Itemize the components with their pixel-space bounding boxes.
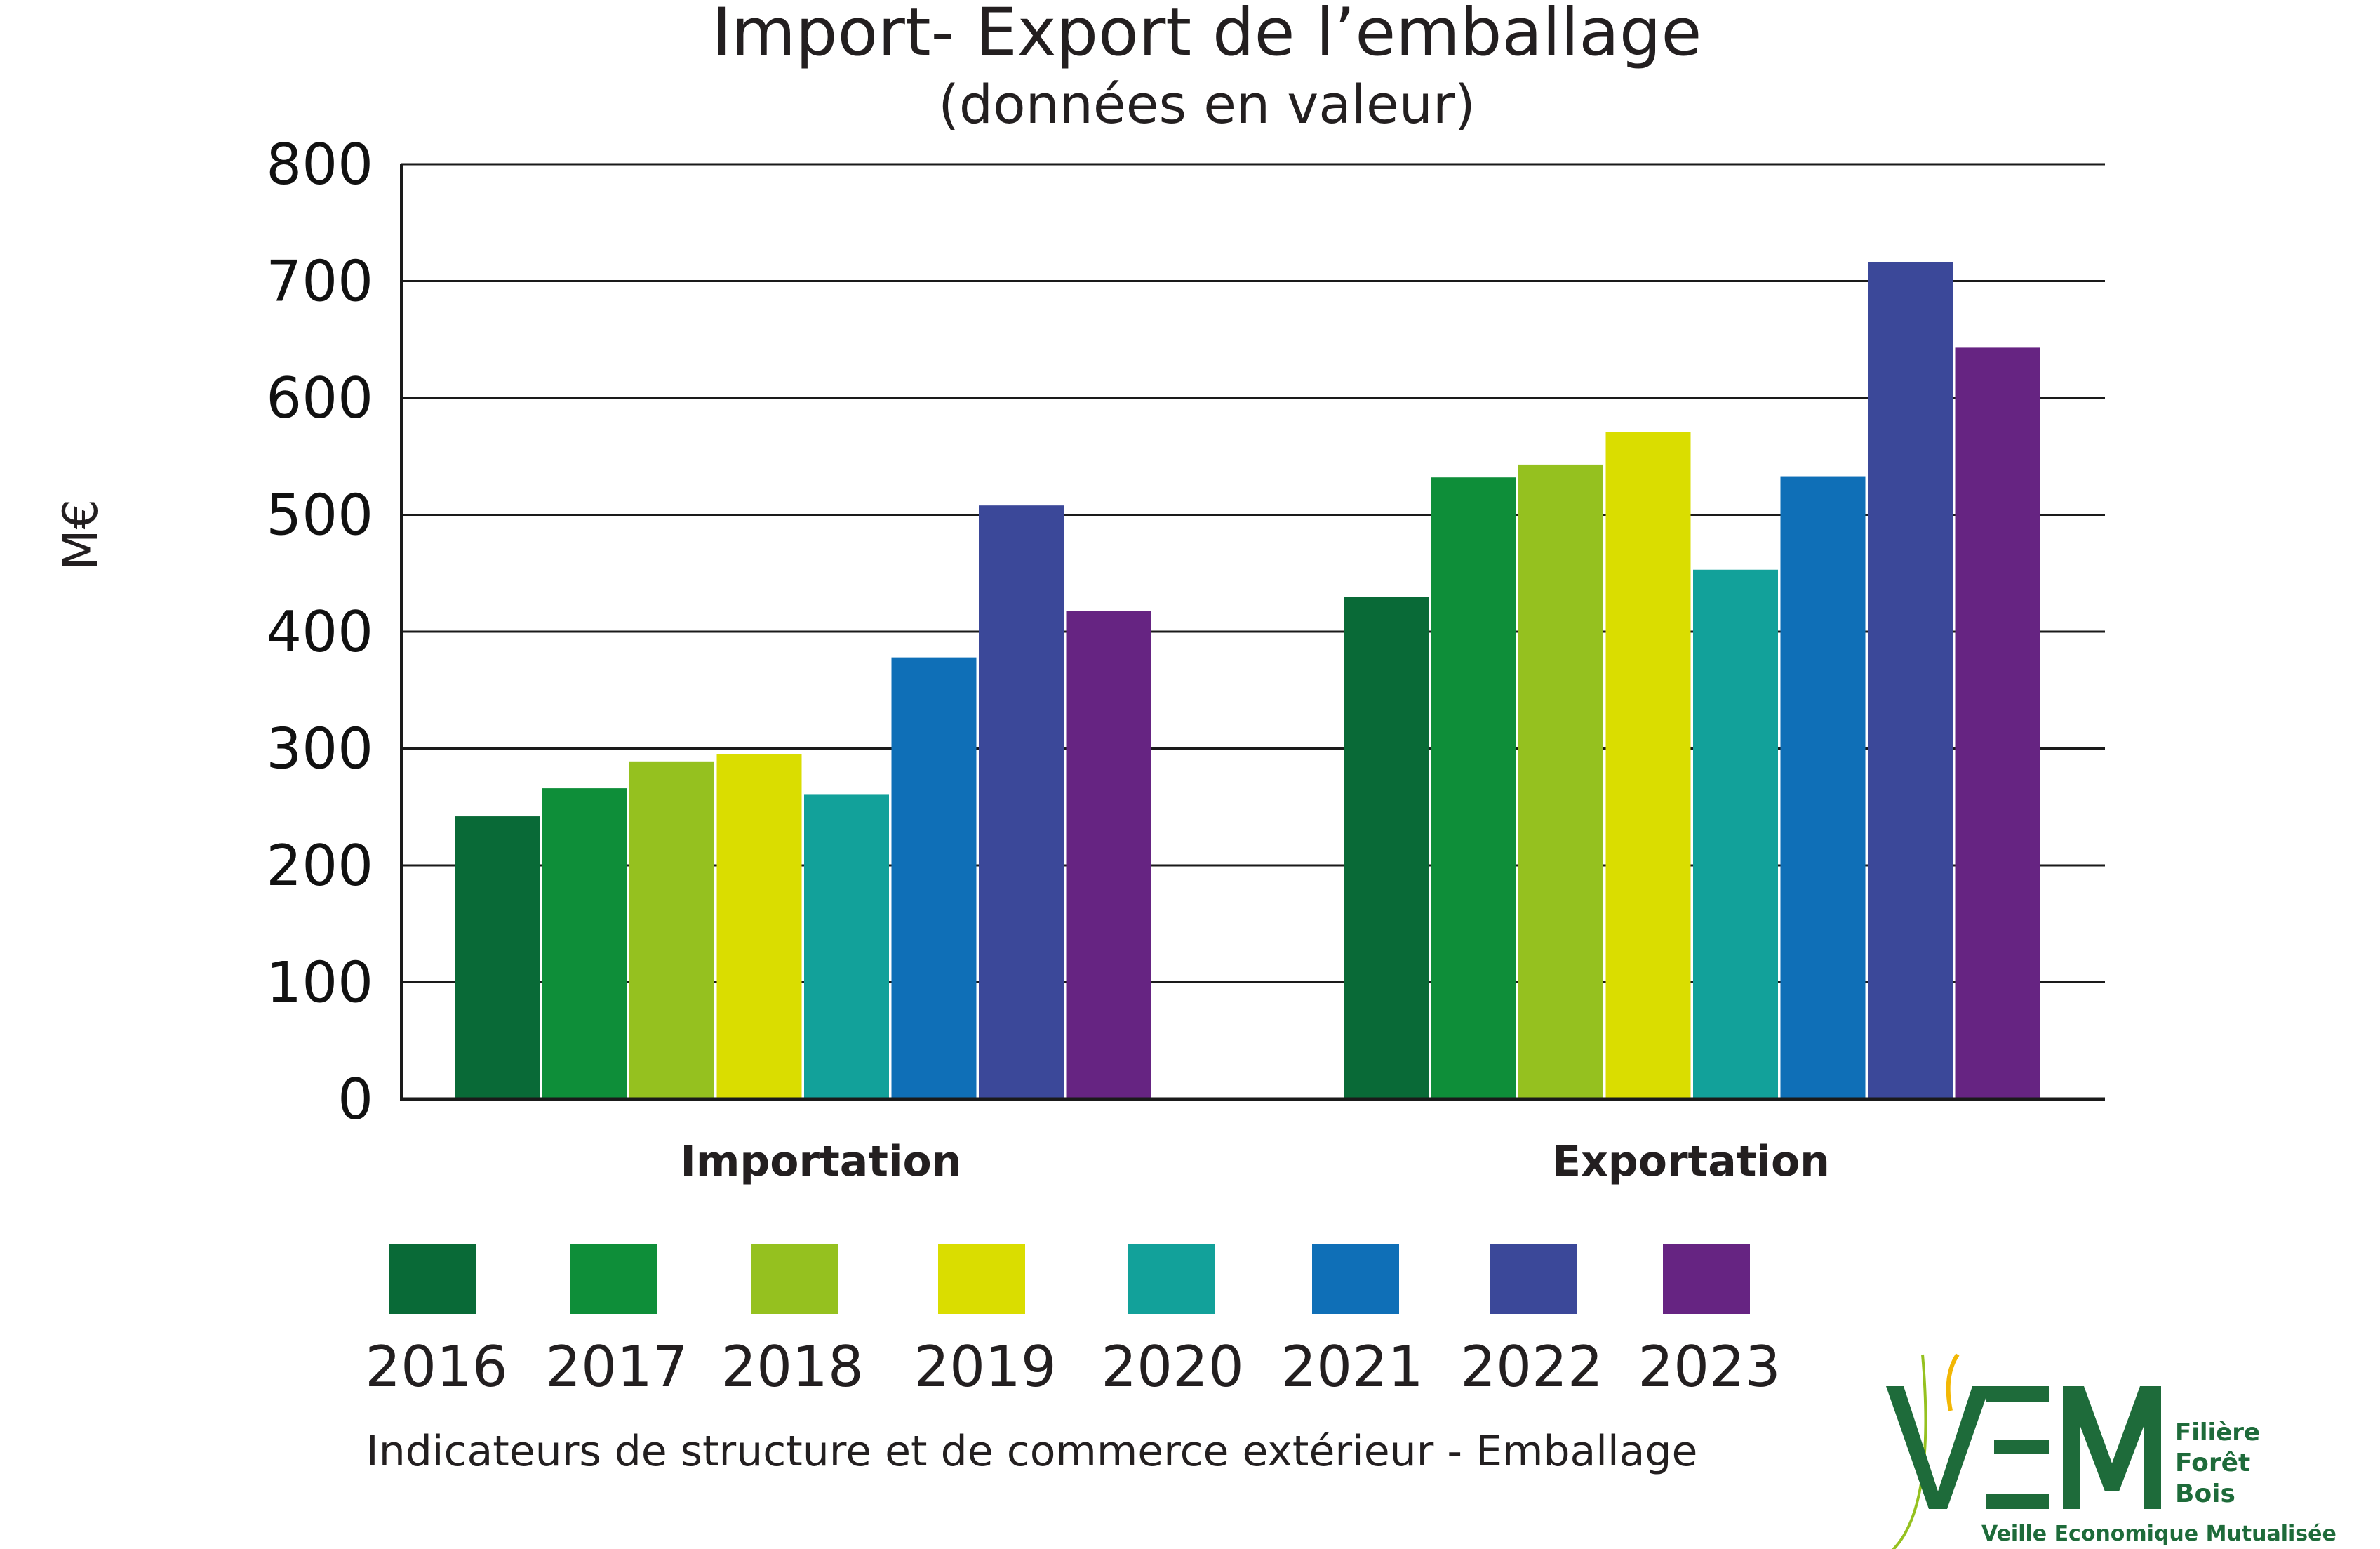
chart-header: Import- Export de l’emballage (données e…: [712, 0, 1702, 135]
logo-bois: Bois: [2175, 1480, 2235, 1508]
bar-exportation-2017: [1431, 477, 1516, 1099]
bar-importation-2021: [891, 657, 977, 1099]
legend-swatch-2021: [1312, 1244, 1399, 1314]
logo-letter-v: [1886, 1386, 1990, 1509]
y-axis-ticks: 0 100 200 300 400 500 600 700 800: [266, 132, 373, 1132]
bar-exportation-2022: [1868, 262, 1953, 1099]
bar-importation-2016: [455, 816, 540, 1099]
chart-title: Import- Export de l’emballage: [712, 0, 1702, 71]
logo-letter-m: [2063, 1386, 2161, 1509]
logo-e-bar-top: [1986, 1386, 2049, 1402]
legend-label: 2016: [365, 1334, 508, 1400]
y-tick-label: 800: [266, 132, 373, 197]
bar-importation-2018: [629, 761, 714, 1099]
source-note: Indicateurs de structure et de commerce …: [366, 1427, 1697, 1476]
bars: [455, 262, 2040, 1099]
axes: [400, 164, 2105, 1101]
y-tick-label: 100: [266, 950, 373, 1016]
legend-label: 2019: [914, 1334, 1057, 1400]
logo-filiere: Filière: [2175, 1418, 2260, 1447]
logo-e-bar-bottom: [1986, 1494, 2049, 1509]
bar-exportation-2018: [1518, 464, 1603, 1099]
legend-swatch-2017: [570, 1244, 657, 1314]
legend-swatch-2018: [751, 1244, 838, 1314]
category-label: Exportation: [1552, 1137, 1830, 1186]
bar-importation-2022: [979, 505, 1064, 1099]
bar-exportation-2021: [1780, 476, 1866, 1099]
legend-label: 2017: [545, 1334, 688, 1400]
y-tick-label: 300: [266, 717, 373, 782]
bar-importation-2020: [804, 794, 889, 1099]
legend-swatch-2020: [1128, 1244, 1215, 1314]
bar-exportation-2023: [1955, 347, 2040, 1099]
legend-swatch-2019: [938, 1244, 1025, 1314]
bar-importation-2017: [542, 788, 627, 1099]
legend: 2016 2017 2018 2019 2020 2021 2022 2023: [365, 1244, 1781, 1400]
bar-importation-2019: [716, 754, 802, 1099]
legend-swatch-2016: [389, 1244, 476, 1314]
logo-foret: Forêt: [2175, 1449, 2250, 1477]
logo-e-bar-mid: [1994, 1440, 2049, 1454]
y-tick-label: 400: [266, 599, 373, 665]
logo-tagline: Veille Economique Mutualisée: [1981, 1522, 2336, 1546]
legend-swatch-2022: [1490, 1244, 1577, 1314]
y-tick-label: 700: [266, 249, 373, 314]
y-tick-label: 200: [266, 833, 373, 898]
logo-arc-yellow: [1946, 1353, 1960, 1411]
bar-exportation-2016: [1344, 597, 1429, 1099]
legend-label: 2021: [1281, 1334, 1424, 1400]
bar-exportation-2019: [1605, 432, 1691, 1099]
chart-subtitle: (données en valeur): [938, 73, 1476, 135]
category-label: Importation: [681, 1137, 962, 1186]
x-axis-categories: Importation Exportation: [681, 1137, 1830, 1186]
legend-label: 2023: [1638, 1334, 1781, 1400]
y-tick-label: 600: [266, 366, 373, 431]
y-tick-label: 500: [266, 483, 373, 548]
legend-label: 2022: [1460, 1334, 1603, 1400]
bar-importation-2023: [1066, 611, 1151, 1099]
bar-exportation-2020: [1693, 569, 1778, 1099]
vem-logo: Filière Forêt Bois Veille Economique Mut…: [1886, 1353, 2336, 1549]
legend-swatch-2023: [1663, 1244, 1750, 1314]
legend-label: 2020: [1101, 1334, 1244, 1400]
y-tick-label: 0: [337, 1067, 373, 1132]
y-axis-label: M€: [53, 499, 109, 571]
legend-label: 2018: [721, 1334, 864, 1400]
